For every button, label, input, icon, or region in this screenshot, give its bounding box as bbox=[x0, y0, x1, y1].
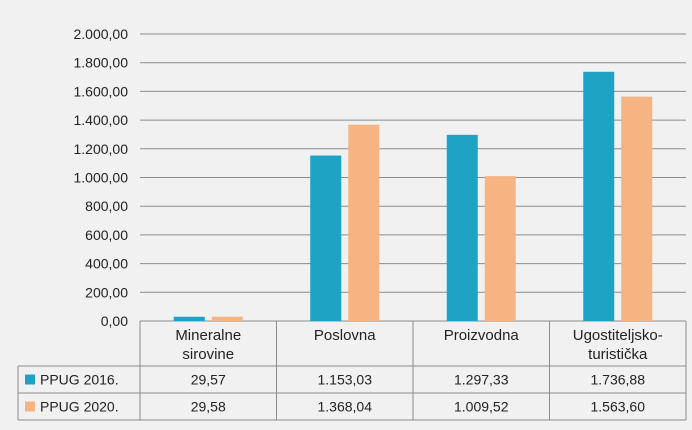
data-table: Mineralne sirovine Poslovna Proizvodna Ugost… bbox=[17, 321, 687, 421]
legend-label: PPUG 2020. bbox=[40, 399, 119, 415]
category-label: Ugostiteljsko- bbox=[573, 327, 663, 344]
legend-swatch bbox=[25, 401, 35, 412]
legend-swatch bbox=[25, 374, 35, 385]
bar-2020-0 bbox=[211, 316, 243, 321]
y-tick-label: 1.600,00 bbox=[74, 83, 129, 99]
y-tick-label: 0,00 bbox=[101, 313, 128, 329]
gridlines bbox=[140, 33, 686, 322]
category-label: turistička bbox=[588, 346, 648, 363]
y-tick-label: 2.000,00 bbox=[74, 26, 129, 42]
bar-2016-3 bbox=[583, 71, 615, 321]
legend-label: PPUG 2016. bbox=[40, 372, 119, 388]
bar-2016-2 bbox=[446, 134, 478, 321]
value-label: 1.736,88 bbox=[591, 372, 646, 388]
category-label: sirovine bbox=[182, 346, 234, 363]
y-tick-label: 1.400,00 bbox=[74, 112, 129, 128]
y-tick-label: 1.000,00 bbox=[74, 170, 129, 186]
value-label: 1.153,03 bbox=[318, 372, 373, 388]
category-label: Proizvodna bbox=[444, 327, 520, 344]
value-label: 29,58 bbox=[191, 399, 226, 415]
y-axis-ticks: 0,00 200,00 400,00 600,00 800,00 1.000,00 1.20… bbox=[74, 26, 129, 329]
bar-2020-1 bbox=[348, 124, 380, 322]
value-label: 1.368,04 bbox=[318, 399, 373, 415]
category-label: Mineralne bbox=[175, 327, 241, 344]
bar-2016-0 bbox=[173, 316, 205, 321]
y-tick-label: 400,00 bbox=[85, 256, 128, 272]
y-tick-label: 1.200,00 bbox=[74, 141, 129, 157]
y-tick-label: 200,00 bbox=[85, 284, 128, 300]
value-label: 1.009,52 bbox=[454, 399, 509, 415]
bar-2020-3 bbox=[621, 96, 653, 321]
y-tick-label: 1.800,00 bbox=[74, 55, 129, 71]
category-label: Poslovna bbox=[314, 327, 376, 344]
y-tick-label: 800,00 bbox=[85, 198, 128, 214]
value-label: 1.297,33 bbox=[454, 372, 509, 388]
bar-2016-1 bbox=[310, 155, 342, 321]
value-label: 29,57 bbox=[191, 372, 226, 388]
bar-2020-2 bbox=[484, 176, 516, 321]
value-label: 1.563,60 bbox=[591, 399, 646, 415]
y-tick-label: 600,00 bbox=[85, 227, 128, 243]
bars bbox=[173, 71, 653, 322]
